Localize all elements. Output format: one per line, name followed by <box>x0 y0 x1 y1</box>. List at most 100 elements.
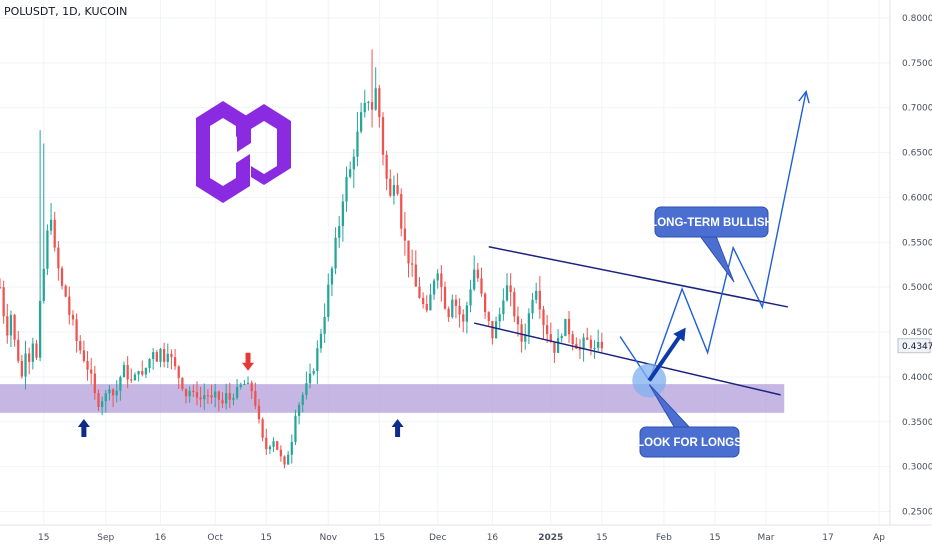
candle <box>203 383 206 410</box>
price-tag-box <box>897 338 931 354</box>
candle <box>509 273 512 307</box>
candle <box>312 368 315 376</box>
price-tick-label: 0.6500 <box>902 149 932 159</box>
candle-body <box>60 268 64 286</box>
time-tick-label: Nov <box>319 533 337 543</box>
candle-body <box>524 334 527 342</box>
candle <box>181 377 184 392</box>
price-axis[interactable]: 0.8000 0.7500 0.7000 0.6500 0.6000 0.5500 0.50… <box>902 14 932 518</box>
candle-body <box>425 304 428 311</box>
candle-body <box>163 349 166 362</box>
candle <box>411 249 414 277</box>
candle <box>352 149 355 189</box>
candle-body <box>432 280 436 295</box>
candle <box>75 313 78 353</box>
candle <box>462 309 465 333</box>
candle <box>483 292 487 319</box>
time-tick-label: Ap <box>873 533 885 543</box>
channel-upper-line <box>488 246 789 308</box>
candle-body <box>491 320 494 339</box>
candle-body <box>250 382 253 392</box>
candle-body <box>473 269 476 290</box>
candle-body <box>268 446 272 450</box>
callout-long-term-text: LONG-TERM BULLISH <box>650 217 773 229</box>
candle-body <box>283 456 286 465</box>
impulse-arrow-head <box>673 327 686 342</box>
logo-left-link <box>196 101 250 203</box>
candle <box>257 399 261 424</box>
callout-box <box>654 206 769 238</box>
candle <box>447 306 450 322</box>
candle-body <box>235 386 239 398</box>
candle <box>338 216 341 248</box>
candle <box>42 143 45 304</box>
candle-body <box>403 228 407 241</box>
candle-body <box>385 154 388 179</box>
candle-body <box>381 117 385 155</box>
price-tick-label: 0.7000 <box>902 104 932 114</box>
candle-body <box>564 318 567 336</box>
candle <box>538 276 541 319</box>
candle <box>571 330 574 351</box>
candle <box>155 349 158 362</box>
candle <box>170 349 173 370</box>
time-axis[interactable]: 15 Sep 16 Oct 15 Nov 15 Dec 16 2025 15 Feb 15 Mar 17 Ap <box>38 533 885 543</box>
candle <box>363 89 366 118</box>
candle-body <box>447 308 450 318</box>
candle-body <box>210 395 213 398</box>
price-tick-label: 0.3500 <box>902 418 932 428</box>
candle-body <box>290 441 293 455</box>
candle-body <box>228 393 231 400</box>
candle <box>403 211 407 256</box>
candle-body <box>272 441 275 447</box>
candle <box>491 320 494 345</box>
candle <box>327 273 330 322</box>
candle <box>392 175 396 205</box>
candle-body <box>126 365 129 380</box>
candle <box>341 194 344 242</box>
candle <box>334 227 337 275</box>
candle <box>582 333 585 362</box>
candle <box>381 112 385 166</box>
time-tick-label: 15 <box>596 533 607 543</box>
candle-body <box>173 357 177 367</box>
candle-body <box>122 365 126 378</box>
candle <box>195 381 199 406</box>
candle <box>206 389 210 404</box>
candle-body <box>527 313 531 335</box>
candle <box>407 240 410 278</box>
candle-body <box>152 352 155 360</box>
candle <box>451 294 454 319</box>
down-arrow-marker <box>242 352 255 371</box>
candle <box>287 450 290 465</box>
candle-body <box>31 343 34 362</box>
candle <box>370 49 374 128</box>
candle <box>527 308 531 345</box>
candle-body <box>254 391 257 406</box>
candle <box>17 330 20 364</box>
candle-body <box>549 334 552 342</box>
candle <box>465 301 469 334</box>
candle <box>35 339 38 360</box>
candle <box>90 357 93 385</box>
candle-body <box>341 201 344 227</box>
candle-body <box>35 343 38 358</box>
candle-body <box>483 293 487 313</box>
candle-body <box>217 391 220 400</box>
candle-body <box>148 359 151 368</box>
candle-body <box>597 341 600 349</box>
candle <box>520 318 523 353</box>
candle <box>166 343 169 369</box>
candle-body <box>451 299 454 318</box>
candle <box>378 84 381 128</box>
candle <box>476 262 479 282</box>
candle <box>184 388 188 404</box>
candle-body <box>64 285 67 297</box>
candle <box>458 298 461 328</box>
candle-body <box>359 112 363 132</box>
candle-body <box>294 415 297 442</box>
callout-look-for-longs-text: LOOK FOR LONGS <box>637 437 742 449</box>
channel-lower-line <box>474 322 781 396</box>
candle-body <box>400 193 403 229</box>
